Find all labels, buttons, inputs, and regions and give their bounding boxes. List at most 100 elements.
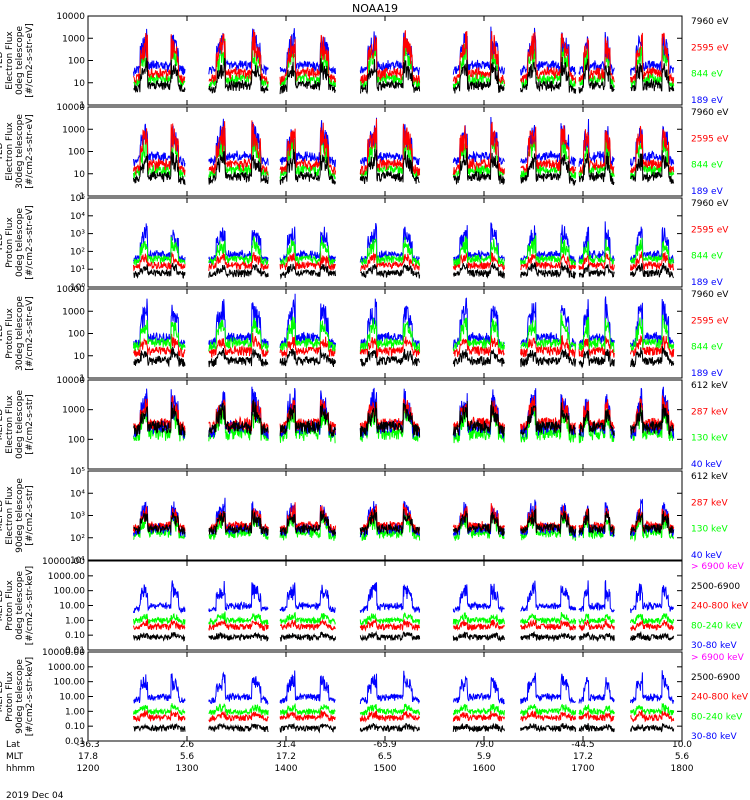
panel-2: 1 10 100 1000 10000 TEDElectron Flux30deg tel…	[0, 103, 729, 202]
trace-red	[133, 250, 675, 272]
y-axis-label: MEPEDElectron Flux90deg telescope[#/cm2-…	[0, 478, 35, 553]
legend-entry: 287 keV	[691, 407, 728, 417]
panel-5: 100 1000 10000 MEPEDElectron Flux0deg teles…	[0, 376, 728, 470]
date-label: 2019 Dec 04	[6, 791, 64, 800]
y-tick-label: 1	[79, 374, 85, 384]
legend-entry: 844 eV	[691, 161, 724, 171]
panel-4: 1 10 100 1000 10000 TEDProton Flux30deg teles…	[0, 285, 729, 384]
trace-red	[133, 709, 675, 723]
y-axis-label: TEDElectron Flux0deg telescope[#/cm2-s-s…	[0, 23, 35, 98]
legend-entry: 80-240 keV	[691, 621, 743, 631]
x-tick-label: 1200	[77, 764, 100, 774]
legend-entry: 2595 eV	[691, 225, 729, 235]
y-tick-label: 10²	[70, 534, 85, 544]
y-tick-label: 10⁴	[70, 489, 85, 499]
y-tick-label: 100.00	[54, 678, 86, 688]
legend-entry: 2500-6900	[691, 673, 740, 683]
y-tick-label: 1000	[62, 406, 85, 416]
legend-entry: 189 eV	[691, 369, 724, 379]
x-tick-label: -65.9	[373, 740, 397, 750]
x-tick-label: 17.2	[276, 752, 296, 762]
trace-green	[133, 611, 675, 627]
trace-blue	[133, 116, 675, 168]
y-tick-label: 10.00	[59, 693, 85, 703]
y-tick-label: 1.00	[65, 707, 85, 717]
legend-entry: 844 eV	[691, 343, 724, 353]
chart-title: NOAA19	[352, 2, 398, 15]
legend-entry: 7960 eV	[691, 199, 729, 209]
y-tick-label: 10⁰	[70, 283, 85, 293]
y-tick-label: 10⁴	[70, 212, 85, 222]
y-tick-label: 0.10	[65, 631, 85, 641]
x-tick-label: 6.5	[378, 752, 392, 762]
legend-entry: 2595 eV	[691, 316, 729, 326]
y-tick-label: 10000	[56, 103, 85, 113]
trace-green	[133, 234, 675, 267]
legend-entry: > 6900 keV	[691, 562, 745, 572]
y-tick-label: 10.00	[59, 602, 85, 612]
legend-entry: 287 keV	[691, 498, 728, 508]
y-tick-label: 1000.00	[48, 572, 85, 582]
panel-traces	[133, 221, 675, 280]
legend-entry: 189 eV	[691, 96, 724, 106]
y-tick-label: 10³	[70, 512, 85, 522]
y-tick-label: 100	[68, 57, 85, 67]
y-tick-label: 10000	[56, 285, 85, 295]
x-tick-label: 1300	[176, 764, 199, 774]
y-axis-label: TEDElectron Flux30deg telescope[#/cm2-s-…	[0, 114, 35, 189]
y-tick-label: 10000.00	[42, 648, 85, 658]
x-tick-label: 5.9	[477, 752, 492, 762]
y-axis-label: TEDProton Flux30deg telescope[#/cm2-s-st…	[0, 296, 35, 371]
x-tick-label: 1700	[572, 764, 595, 774]
x-tick-label: -36.3	[76, 740, 99, 750]
y-tick-label: 1000	[62, 307, 85, 317]
panels-group: 1 10 100 1000 10000 TEDElectron Flux0deg tele…	[0, 12, 749, 747]
panel-traces	[133, 580, 675, 643]
trace-red	[133, 332, 675, 359]
trace-black	[133, 630, 675, 643]
legend-entry: 7960 eV	[691, 290, 729, 300]
legend-entry: 40 keV	[691, 551, 723, 561]
y-tick-label: 10⁵	[70, 467, 85, 477]
y-tick-label: 10¹	[70, 556, 85, 566]
y-tick-label: 10	[74, 170, 86, 180]
y-tick-label: 0.10	[65, 722, 85, 732]
legend-entry: 189 eV	[691, 187, 724, 197]
y-axis-label: MEPEDProton Flux0deg telescope[#/cm2-s-s…	[0, 566, 35, 645]
trace-red	[133, 618, 675, 632]
trace-black	[133, 722, 675, 734]
y-tick-label: 10³	[70, 230, 85, 240]
y-axis-label: TEDProton Flux0deg telescope[#/cm2-s-str…	[0, 205, 35, 280]
y-tick-label: 10000	[56, 376, 85, 386]
legend-entry: 80-240 keV	[691, 712, 743, 722]
x-row-label: Lat	[6, 740, 21, 750]
legend-entry: 30-80 keV	[691, 732, 737, 742]
x-row-label: MLT	[6, 752, 24, 762]
legend-entry: 2500-6900	[691, 582, 740, 592]
panel-3: 10⁰ 10¹ 10² 10³ 10⁴ 10⁵ TEDProton Flux0deg tel…	[0, 194, 729, 293]
legend-entry: 240-800 keV	[691, 602, 749, 612]
legend-entry: 130 keV	[691, 525, 728, 535]
legend-entry: 240-800 keV	[691, 693, 749, 703]
y-tick-label: 10000	[56, 12, 85, 22]
x-tick-label: 5.6	[675, 752, 690, 762]
trace-black	[133, 508, 674, 537]
trace-blue	[133, 580, 674, 614]
legend-entry: 2595 eV	[691, 43, 729, 53]
x-axis-labels: Lat -36.3 2.6 31.4 -65.9 79.0 -44.5 10.0 MLT 17.8…	[6, 740, 694, 774]
y-tick-label: 100	[68, 330, 85, 340]
legend-entry: > 6900 keV	[691, 653, 745, 663]
trace-blue	[133, 670, 675, 706]
x-row-label: hhmm	[6, 764, 35, 774]
y-tick-label: 10000.00	[42, 557, 85, 567]
trace-black	[133, 56, 675, 95]
legend-entry: 130 keV	[691, 434, 728, 444]
y-axis-label: MEPEDElectron Flux0deg telescope[#/cm2-s…	[0, 390, 35, 460]
legend-entry: 189 eV	[691, 278, 724, 288]
y-tick-label: 1000	[62, 125, 85, 135]
trace-black	[133, 399, 675, 437]
panel-traces	[133, 670, 675, 734]
trace-green	[133, 312, 675, 354]
y-tick-label: 100	[68, 435, 85, 445]
trace-red	[133, 118, 675, 177]
